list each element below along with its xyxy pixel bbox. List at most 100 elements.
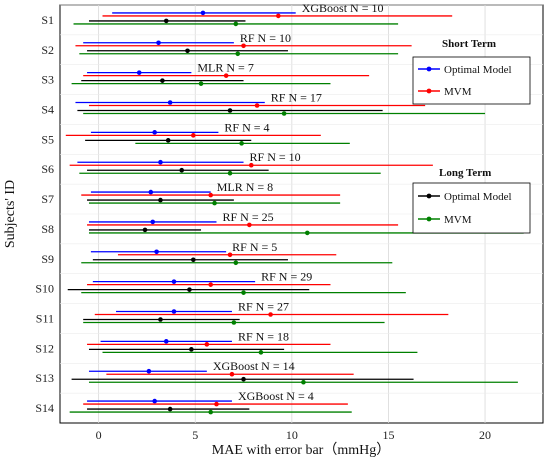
y-tick-label: S10: [35, 282, 54, 296]
y-tick-label: S13: [35, 371, 54, 385]
mean-marker-mvm-short: [248, 162, 254, 168]
mean-marker-optimal-long: [179, 167, 185, 173]
mean-marker-mvm-short: [223, 73, 229, 78]
mean-marker-mvm-short: [227, 252, 233, 258]
mean-marker-mvm-long: [235, 51, 241, 57]
y-tick-label: S9: [41, 252, 54, 266]
legend-short-term-box: [412, 56, 531, 105]
y-tick-label: S6: [41, 162, 54, 176]
mean-marker-optimal-long: [158, 317, 163, 322]
model-annotation: XGBoost N = 14: [213, 359, 295, 373]
model-annotation: MLR N = 8: [217, 180, 273, 194]
mean-marker-mvm-long: [233, 21, 239, 27]
mean-marker-optimal-short: [171, 309, 177, 314]
model-annotation: RF N = 18: [238, 329, 289, 343]
mean-marker-mvm-long: [258, 350, 264, 355]
y-tick-label: S4: [41, 103, 54, 117]
mean-marker-optimal-long: [189, 347, 194, 352]
model-annotation: RF N = 10: [240, 31, 291, 45]
y-axis-label: Subjects' ID: [3, 180, 18, 248]
y-tick-label: S7: [41, 192, 54, 206]
x-tick-label: 20: [479, 428, 491, 442]
mean-marker-mvm-long: [281, 111, 287, 116]
mean-marker-optimal-long: [185, 48, 190, 54]
y-tick-label: S12: [35, 341, 54, 355]
model-annotation: MLR N = 7: [197, 61, 253, 75]
model-annotation: RF N = 5: [232, 240, 277, 254]
x-tick-label: 10: [286, 428, 298, 442]
legend-long-optimal-label: Optimal Model: [444, 191, 512, 203]
legend-short-optimal-marker: [426, 66, 432, 72]
legend-short-mvm-label: MVM: [444, 86, 472, 98]
mean-marker-optimal-short: [156, 40, 161, 46]
y-tick-label: S14: [35, 401, 54, 415]
mean-marker-optimal-short: [146, 368, 152, 374]
x-axis-label: MAE with error bar（mmHg）: [212, 442, 390, 458]
model-annotation: RF N = 10: [250, 150, 301, 164]
y-tick-label: S11: [36, 312, 54, 326]
legend-long-mvm-label: MVM: [444, 214, 472, 226]
x-tick-label: 15: [382, 428, 394, 442]
mean-marker-optimal-short: [163, 339, 169, 344]
model-annotation: XGBoost N = 10: [302, 1, 384, 15]
model-annotation: RF N = 4: [224, 120, 269, 134]
mean-marker-mvm-short: [191, 133, 196, 138]
mean-marker-optimal-long: [241, 376, 246, 382]
mean-marker-mvm-short: [247, 222, 252, 228]
x-tick-labels: 0 5 10 15 20: [96, 428, 491, 442]
model-annotation: RF N = 25: [222, 210, 273, 224]
mean-marker-optimal-short: [150, 219, 156, 225]
model-annotation: RF N = 17: [271, 91, 322, 105]
mean-marker-optimal-long: [165, 138, 171, 143]
mean-marker-mvm-short: [208, 282, 213, 287]
mean-marker-optimal-long: [158, 197, 163, 203]
mean-marker-optimal-short: [154, 249, 159, 255]
mean-marker-optimal-long: [160, 78, 165, 83]
mean-marker-optimal-short: [148, 189, 154, 195]
legend-short-optimal-label: Optimal Model: [444, 64, 512, 76]
mean-marker-optimal-short: [158, 159, 163, 165]
mean-marker-mvm-long: [198, 81, 204, 86]
x-tick-label: 0: [96, 428, 102, 442]
model-annotation: RF N = 29: [261, 270, 312, 284]
y-tick-label: S1: [41, 13, 54, 27]
legend-long-term-box: [412, 182, 531, 234]
mean-marker-mvm-long: [239, 141, 244, 146]
mean-marker-mvm-long: [231, 320, 237, 325]
mean-marker-mvm-long: [301, 379, 306, 385]
mean-marker-optimal-long: [167, 406, 173, 412]
y-tick-labels: S1 S2 S3 S4 S5 S6 S7 S8 S9 S10 S11 S12 S13 S14: [35, 13, 54, 415]
mean-marker-mvm-long: [227, 170, 233, 176]
mean-marker-mvm-short: [268, 312, 273, 317]
mean-marker-mvm-short: [254, 103, 260, 108]
y-tick-label: S8: [41, 222, 54, 236]
mean-marker-optimal-long: [227, 108, 233, 113]
y-tick-label: S5: [41, 132, 54, 146]
mean-marker-mvm-short: [208, 192, 213, 198]
y-tick-label: S3: [41, 73, 54, 87]
legend-short-term-title: Short Term: [442, 38, 496, 50]
mean-marker-mvm-long: [208, 409, 213, 415]
mean-marker-mvm-short: [214, 401, 219, 407]
legend-long-mvm-marker: [426, 216, 432, 222]
mean-marker-optimal-long: [163, 18, 169, 24]
grid-lines: [60, 4, 543, 423]
mean-marker-optimal-long: [187, 287, 192, 292]
legend-long-term: Long Term Optimal Model MVM: [412, 167, 531, 234]
x-tick-label: 5: [192, 428, 198, 442]
mean-marker-optimal-short: [152, 130, 157, 135]
mean-marker-optimal-short: [200, 10, 206, 16]
error-bars: [65, 10, 524, 415]
mean-marker-optimal-long: [142, 227, 148, 233]
mean-marker-mvm-short: [204, 342, 210, 347]
y-tick-label: S2: [41, 43, 54, 57]
legend-long-optimal-marker: [426, 193, 432, 199]
model-annotations: XGBoost N = 10 RF N = 10 MLR N = 7 RF N = 1…: [197, 1, 383, 403]
mean-marker-optimal-short: [152, 398, 157, 404]
mean-marker-mvm-long: [304, 230, 310, 236]
legend-long-term-title: Long Term: [439, 167, 491, 179]
mean-marker-optimal-short: [167, 100, 173, 105]
legend-short-mvm-marker: [426, 88, 432, 94]
mean-marker-mvm-long: [241, 290, 246, 295]
